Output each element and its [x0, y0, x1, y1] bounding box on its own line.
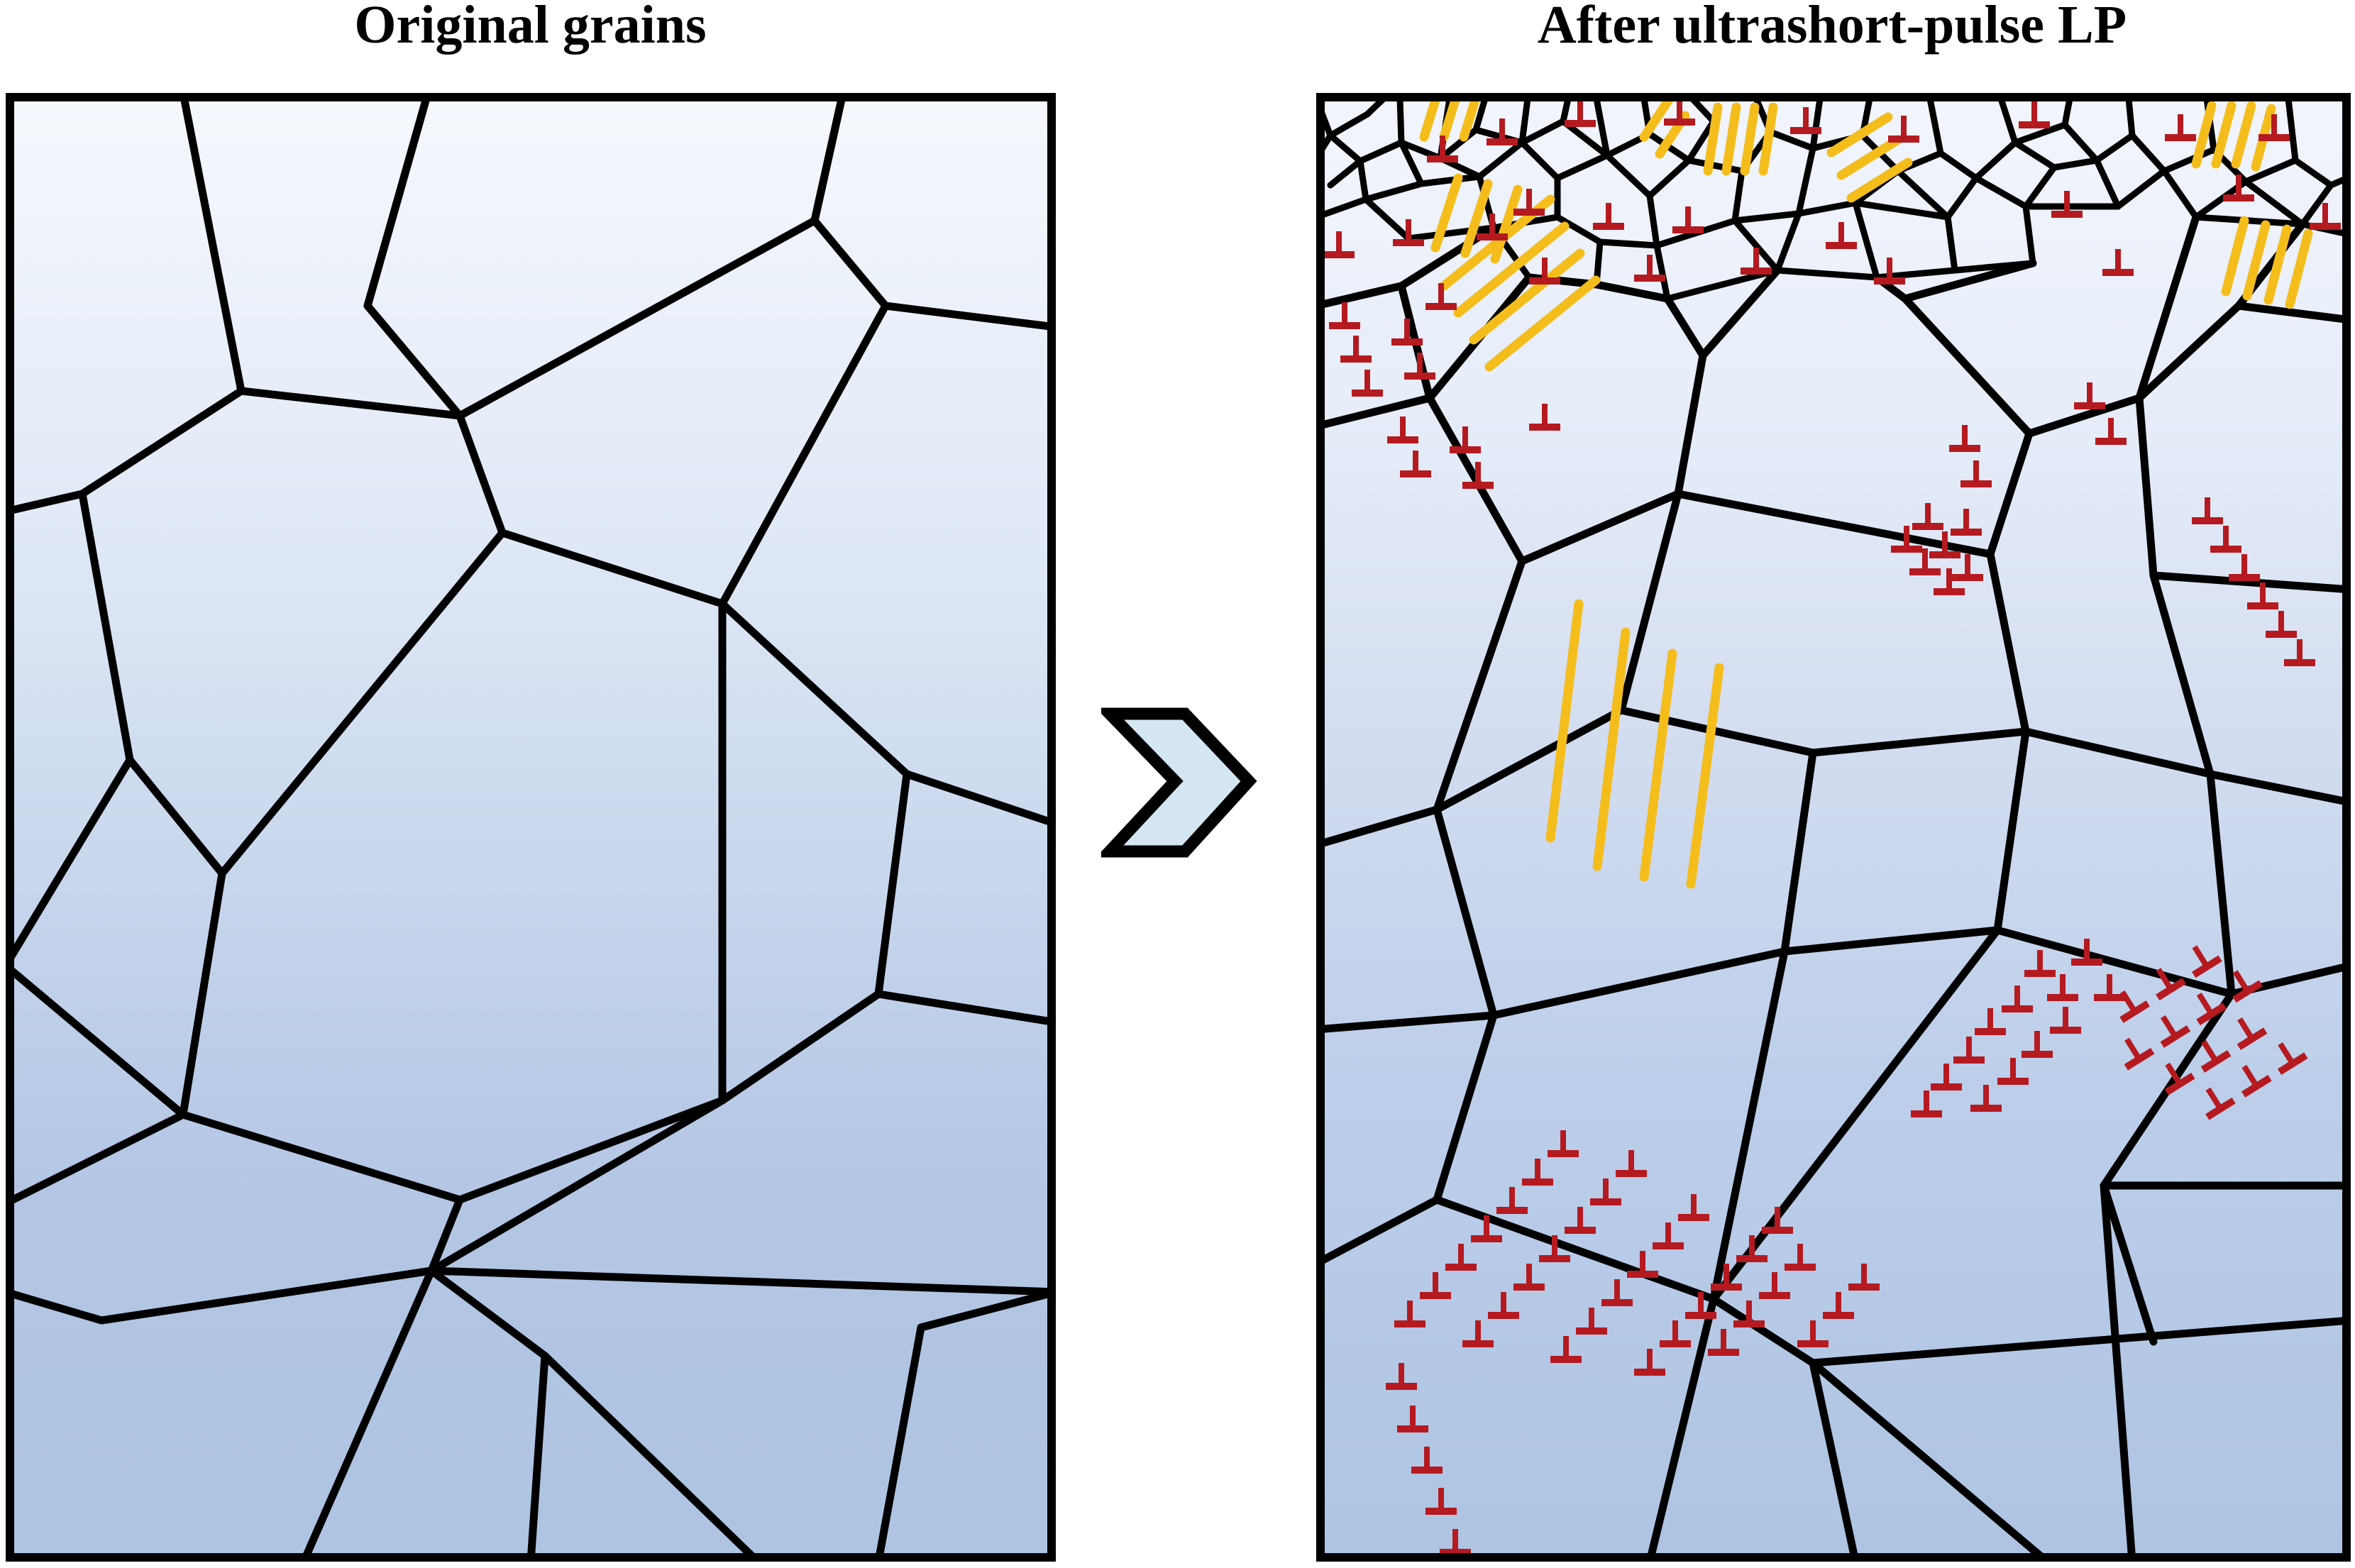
panel-border [6, 93, 1056, 1562]
page-title-right: After ultrashort-pulse LP [1537, 0, 2127, 55]
refined-grain-layer [1316, 95, 2351, 302]
slip-bands-6 [2221, 216, 2313, 309]
panel-border [1316, 93, 2351, 1562]
slip-bands-8 [1439, 194, 1601, 372]
slip-bands-3 [1703, 102, 1778, 176]
slip-bands-1 [1419, 95, 1480, 142]
chevron-arrow [1101, 701, 1279, 864]
grain-boundary-network [6, 93, 1056, 1562]
slip-bands-7 [1430, 173, 1523, 264]
panel-after-laser-peening [1316, 93, 2351, 1562]
slip-bands-4 [1826, 112, 1913, 203]
slip-bands-9 [1545, 599, 1724, 889]
chevron-arrow-icon [1101, 707, 1257, 858]
panel-original-grains [6, 93, 1056, 1562]
slip-band-group [1419, 94, 2313, 889]
page-title-left: Original grains [354, 0, 707, 55]
